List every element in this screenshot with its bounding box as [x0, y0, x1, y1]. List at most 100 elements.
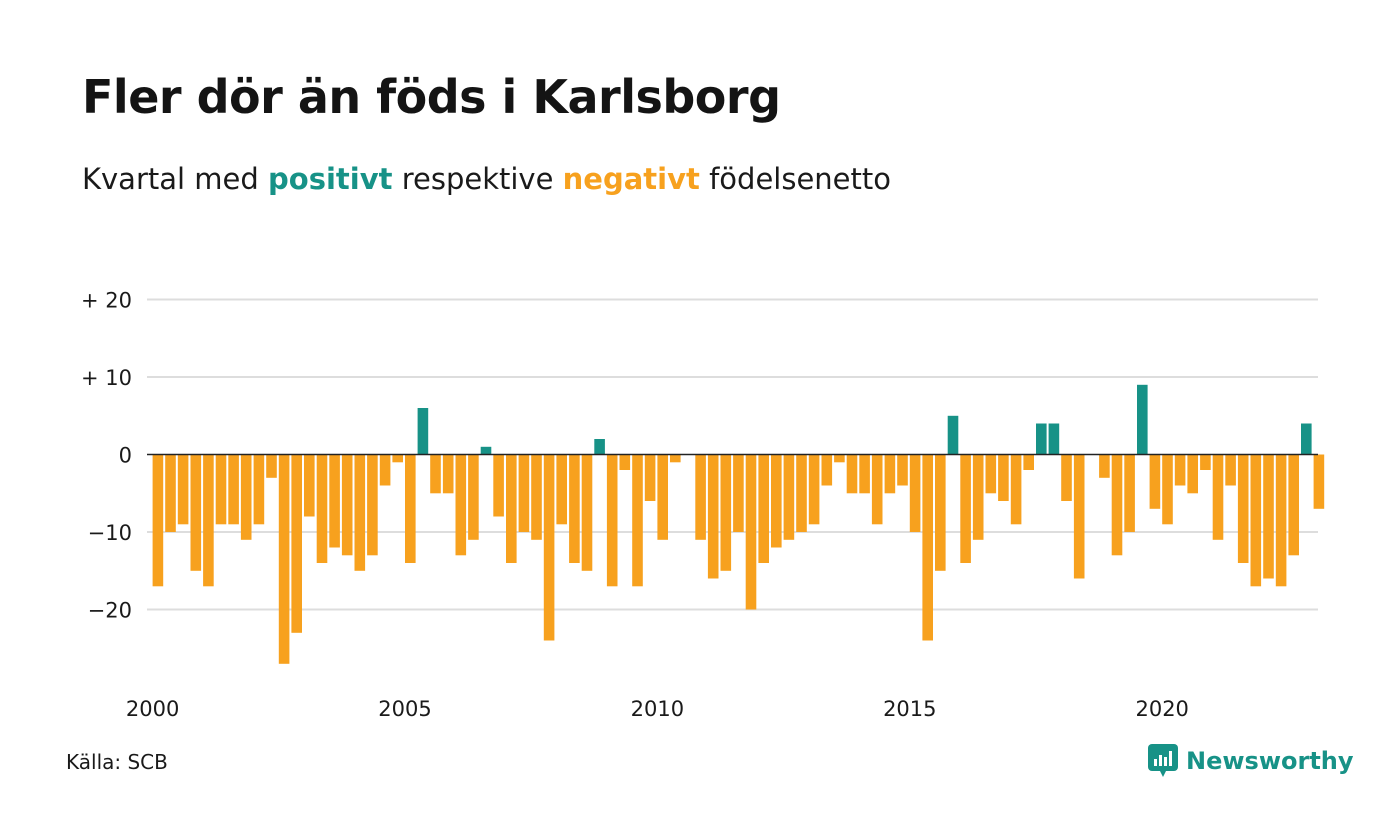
bar-2002-k1 [253, 454, 265, 525]
bar-2002-k3 [278, 454, 290, 664]
bar-2021-k2 [1225, 454, 1236, 486]
bar-2012-k3 [783, 454, 795, 540]
bar-2015-k1 [909, 454, 921, 532]
bar-2010-k2 [670, 454, 681, 463]
bar-2007-k1 [506, 454, 517, 563]
bar-2010-k4 [695, 454, 706, 540]
x-tick-label: 2015 [883, 697, 936, 721]
bar-2015-k3 [935, 454, 946, 571]
bar-2018-k4 [1099, 454, 1110, 478]
bar-2004-k3 [379, 454, 391, 486]
bar-2014-k4 [897, 454, 908, 486]
chart-subtitle: Kvartal med positivt respektive negativt… [82, 162, 891, 196]
bar-2016-k2 [972, 454, 984, 540]
bar-2016-k4 [998, 454, 1009, 501]
bar-2019-k4 [1149, 454, 1161, 509]
x-axis-labels: 2000 2005 2010 2015 2020 [126, 697, 1189, 721]
bar-2022-k2 [1275, 454, 1287, 587]
bar-2002-k4 [291, 454, 302, 633]
bar-2000-k2 [165, 454, 176, 532]
bar-2006-k3 [480, 446, 492, 455]
bar-2011-k2 [720, 454, 732, 571]
y-tick-label: + 10 [81, 366, 132, 390]
bar-2008-k4 [594, 439, 605, 455]
bar-2008-k1 [556, 454, 567, 525]
bar-2007-k4 [543, 454, 555, 641]
subtitle-middle: respektive [392, 162, 563, 196]
bar-2021-k4 [1250, 454, 1262, 587]
bar-chart: + 20 + 10 0 −10 −20 2000 2005 2010 2015 2020 [81, 289, 1325, 721]
bar-2001-k1 [203, 454, 214, 587]
bar-2005-k2 [417, 408, 429, 455]
subtitle-prefix: Kvartal med [82, 162, 269, 196]
bar-2004-k1 [354, 454, 366, 571]
bar-2010-k1 [657, 454, 668, 540]
bar-2022-k4 [1301, 423, 1312, 455]
bar-2000-k4 [190, 454, 202, 571]
bar-2004-k4 [392, 454, 403, 463]
bar-2011-k4 [745, 454, 757, 610]
bar-2022-k3 [1288, 454, 1299, 556]
bar-2020-k1 [1162, 454, 1173, 525]
bar-2009-k1 [606, 454, 618, 587]
x-tick-label: 2020 [1135, 697, 1188, 721]
bar-2022-k1 [1263, 454, 1274, 579]
bar-2014-k2 [871, 454, 883, 525]
bar-2013-k2 [821, 454, 833, 486]
bar-2017-k1 [1010, 454, 1022, 525]
bar-2013-k4 [846, 454, 858, 494]
bar-2012-k4 [796, 454, 807, 532]
source-note: Källa: SCB [66, 750, 168, 774]
bar-2020-k3 [1187, 454, 1198, 494]
bar-2003-k2 [316, 454, 328, 563]
bar-2016-k1 [960, 454, 971, 563]
bar-2001-k4 [240, 454, 252, 540]
bar-2009-k3 [632, 454, 643, 587]
bar-2013-k1 [808, 454, 820, 525]
bar-2019-k1 [1111, 454, 1123, 556]
bar-2016-k3 [985, 454, 997, 494]
bars [152, 384, 1325, 664]
bar-2020-k2 [1174, 454, 1186, 486]
subtitle-negative-word: negativt [562, 162, 700, 196]
bar-2023-k1 [1313, 454, 1325, 509]
bar-2011-k1 [707, 454, 719, 579]
bar-2009-k2 [619, 454, 631, 470]
bar-2003-k3 [329, 454, 340, 548]
bar-2021-k1 [1212, 454, 1224, 540]
bar-2013-k3 [834, 454, 845, 463]
bar-2000-k1 [152, 454, 164, 587]
bar-2006-k4 [493, 454, 504, 517]
bar-2000-k3 [177, 454, 189, 525]
bar-2017-k4 [1048, 423, 1060, 455]
y-axis-labels: + 20 + 10 0 −10 −20 [81, 289, 132, 623]
bar-2017-k2 [1023, 454, 1034, 470]
bar-2012-k1 [758, 454, 769, 563]
bar-2008-k3 [581, 454, 593, 571]
bar-2015-k2 [922, 454, 933, 641]
y-tick-label: −10 [88, 521, 132, 545]
y-tick-label: 0 [119, 444, 132, 468]
x-tick-label: 2005 [378, 697, 431, 721]
bar-2019-k3 [1137, 384, 1148, 455]
bar-2014-k1 [859, 454, 870, 494]
bar-2006-k1 [455, 454, 467, 556]
bar-2018-k2 [1073, 454, 1085, 579]
bar-2005-k1 [405, 454, 416, 563]
bar-2005-k3 [430, 454, 441, 494]
bar-2002-k2 [266, 454, 277, 478]
subtitle-positive-word: positivt [268, 162, 393, 196]
bar-2009-k4 [644, 454, 656, 501]
x-tick-label: 2000 [126, 697, 179, 721]
bar-2008-k2 [569, 454, 580, 563]
bar-2014-k3 [884, 454, 896, 494]
bar-2020-k4 [1200, 454, 1211, 470]
bar-2011-k3 [733, 454, 744, 532]
brand-name: Newsworthy [1186, 747, 1354, 775]
bar-2017-k3 [1036, 423, 1047, 455]
brand: Newsworthy [1148, 744, 1354, 778]
bar-2012-k2 [771, 454, 782, 548]
bar-2001-k3 [228, 454, 239, 525]
bar-2021-k3 [1237, 454, 1249, 563]
bar-2018-k1 [1061, 454, 1072, 501]
